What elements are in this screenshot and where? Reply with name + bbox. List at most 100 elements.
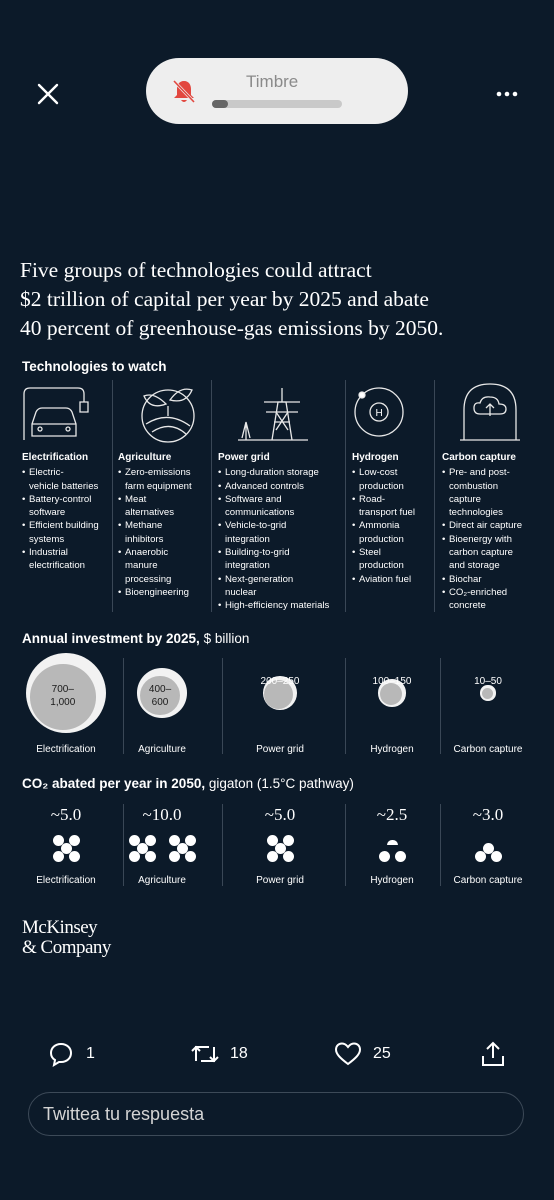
investment-label: Hydrogen — [370, 744, 414, 755]
tech-list-item: Pre- and post-combustioncapturetechnolog… — [442, 466, 538, 519]
retweet-action[interactable]: 18 — [190, 1040, 248, 1068]
abatement-label: Electrification — [36, 875, 96, 886]
tech-list-item: Direct air capture — [442, 519, 538, 533]
divider — [345, 658, 346, 754]
gigaton-dot — [490, 850, 502, 862]
gigaton-dot — [282, 850, 294, 862]
headline-line: 40 percent of greenhouse-gas emissions b… — [20, 316, 444, 340]
reply-input[interactable] — [28, 1092, 524, 1136]
tech-list-item: Electric-vehicle batteries — [22, 466, 112, 493]
tech-list-item: Biochar — [442, 573, 538, 587]
investment-label: Electrification — [36, 744, 96, 755]
headline-line: $2 trillion of capital per year by 2025 … — [20, 287, 429, 311]
tech-heading: Hydrogen — [352, 452, 399, 463]
heart-icon — [334, 1042, 362, 1066]
retweet-count: 18 — [230, 1045, 248, 1062]
investment-bubble — [480, 685, 496, 701]
tech-heading: Electrification — [22, 452, 89, 463]
banner-title: Timbre — [246, 72, 299, 91]
tech-column-power-grid: Power grid Long-duration storageAdvanced… — [218, 451, 346, 613]
abatement-title-bold: CO₂ abated per year in 2050, — [22, 776, 206, 791]
investment-bubble-inner — [379, 683, 403, 706]
abatement-title-unit: gigaton (1.5°C pathway) — [205, 776, 354, 791]
gigaton-dot — [128, 850, 140, 862]
investment-bubble — [26, 653, 106, 733]
tech-list: Long-duration storageAdvanced controlsSo… — [218, 466, 346, 613]
gigaton-dot — [60, 842, 72, 854]
gigaton-dot — [266, 850, 278, 862]
gigaton-dot — [52, 834, 64, 846]
tech-column-carbon-capture: Carbon capture Pre- and post-combustionc… — [442, 451, 538, 613]
technology-icons: H — [23, 383, 520, 443]
svg-text:H: H — [376, 408, 383, 419]
gigaton-dot — [168, 834, 180, 846]
investment-section-title: Annual investment by 2025, $ billion — [22, 631, 249, 646]
like-action[interactable]: 25 — [334, 1040, 391, 1068]
comment-icon — [49, 1042, 73, 1067]
gigaton-dot — [282, 834, 294, 846]
reply-action[interactable]: 1 — [48, 1040, 95, 1068]
technologies-section-title: Technologies to watch — [22, 359, 167, 374]
transmission-tower-icon — [238, 388, 308, 441]
gigaton-dot — [176, 842, 188, 854]
tech-heading: Power grid — [218, 452, 270, 463]
divider — [123, 804, 124, 886]
investment-bubble-inner — [264, 680, 294, 710]
investment-bubble-inner — [481, 688, 493, 700]
gigaton-dot — [482, 842, 494, 854]
gigaton-dot — [128, 834, 140, 846]
investment-title-unit: $ billion — [199, 631, 250, 646]
abatement-section-title: CO₂ abated per year in 2050, gigaton (1.… — [22, 776, 354, 791]
volume-fill — [212, 100, 228, 108]
retweet-icon — [191, 1045, 219, 1063]
logo-line: & Company — [22, 937, 111, 958]
divider — [440, 804, 441, 886]
abatement-label: Power grid — [256, 875, 304, 886]
bell-muted-icon — [172, 79, 196, 104]
investment-range: 200–250 — [260, 676, 300, 687]
gigaton-dot — [184, 834, 196, 846]
logo-line: McKinsey — [22, 917, 98, 938]
investment-bubble — [263, 676, 297, 710]
divider — [211, 380, 212, 612]
abatement-value: ~10.0 — [142, 805, 182, 824]
gigaton-dot — [274, 842, 286, 854]
gigaton-dot — [266, 834, 278, 846]
close-button[interactable] — [34, 80, 62, 108]
gigaton-dot — [68, 834, 80, 846]
reply-count: 1 — [86, 1045, 95, 1062]
share-action[interactable] — [480, 1040, 506, 1068]
divider — [440, 658, 441, 754]
more-options-button[interactable] — [492, 84, 522, 104]
hydrogen-atom-icon: H — [354, 387, 404, 437]
gigaton-dot — [184, 850, 196, 862]
car-charging-icon — [23, 387, 89, 440]
abatement-value: ~2.5 — [376, 805, 408, 824]
headline-line: Five groups of technologies could attrac… — [20, 258, 372, 282]
share-icon — [482, 1041, 504, 1066]
gigaton-dot — [168, 850, 180, 862]
tech-list-item: Advanced controls — [218, 480, 346, 494]
investment-range: 400– 600 — [148, 684, 172, 708]
tech-list-item: Road-transport fuel — [352, 493, 436, 520]
gigaton-dot — [68, 850, 80, 862]
tech-list: Pre- and post-combustioncapturetechnolog… — [442, 466, 538, 612]
gigaton-dot — [394, 850, 406, 862]
half-gigaton-dot — [386, 839, 398, 845]
abatement-label: Agriculture — [138, 875, 186, 886]
volume-bar — [212, 100, 342, 108]
